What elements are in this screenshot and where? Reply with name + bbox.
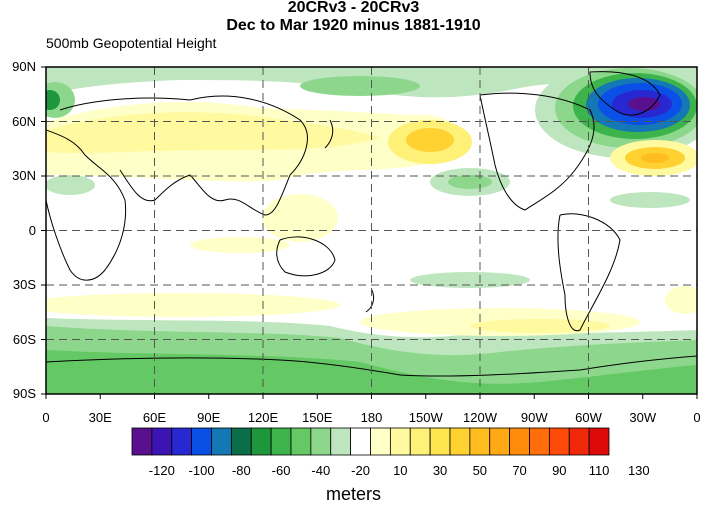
colorbar-swatch (191, 427, 212, 456)
nz-coast (365, 289, 375, 313)
lat-label: 60S (12, 331, 36, 347)
lat-label: 90N (12, 59, 36, 74)
indian-ocean-positive (190, 237, 290, 253)
lon-label: 0 (42, 410, 50, 425)
colorbar-swatch (310, 427, 332, 456)
colorbar-swatch (250, 427, 272, 456)
lat-label: 60N (12, 113, 36, 129)
colorbar-swatch (131, 427, 153, 456)
colorbar-label: -80 (231, 463, 251, 478)
south-pacific-negative (410, 272, 530, 288)
colorbar-swatch (370, 427, 391, 456)
north-pacific-high-core (406, 128, 454, 152)
lon-label: 90E (197, 410, 221, 425)
south-atlantic-positive (665, 286, 697, 314)
colorbar-swatch (548, 427, 570, 456)
colorbar-swatch (389, 427, 411, 456)
west-edge-negative-core (46, 90, 60, 110)
lon-label: 0 (693, 410, 701, 425)
lon-label: 60W (575, 410, 602, 425)
variable-title: 500mb Geopotential Height (46, 35, 217, 51)
japan-coast (324, 119, 334, 149)
colorbar-swatch (330, 427, 352, 456)
colorbar-swatch (409, 427, 431, 456)
australia-coast (276, 236, 336, 277)
lat-label: 0 (28, 222, 36, 238)
lon-label: 30W (629, 410, 657, 425)
colorbar-label: 50 (472, 463, 488, 478)
colorbar-swatch (489, 427, 511, 456)
africa-coast (46, 129, 127, 281)
atlantic-high-l3 (641, 153, 669, 163)
colorbar-label: -20 (351, 463, 370, 478)
eurasia-positive-belt-mid (46, 112, 380, 153)
colorbar-swatch (588, 427, 610, 456)
colorbar-swatch (270, 427, 292, 456)
colorbar-swatch (529, 427, 550, 456)
arctic-negative-core (300, 76, 420, 96)
sub-title: Dec to Mar 1920 minus 1881-1910 (226, 17, 481, 34)
maritime-positive (262, 194, 338, 242)
main-title: 20CRv3 - 20CRv3 (287, 0, 420, 16)
lon-label: 120E (247, 410, 279, 425)
coastlines (46, 71, 697, 377)
colorbar-swatch (211, 427, 232, 456)
lon-label: 120W (463, 410, 497, 425)
colorbar-label: 30 (432, 463, 448, 478)
colorbar-label: -40 (311, 463, 331, 478)
colorbar-swatch (151, 427, 173, 456)
south-pacific-positive-core (470, 319, 610, 333)
grid-lines (46, 67, 697, 394)
antarctica-coast (46, 355, 697, 377)
south-indian-positive (46, 293, 340, 317)
africa-negative (46, 175, 95, 195)
colorbar-swatch (449, 427, 471, 456)
colorbar-units: meters (325, 484, 381, 504)
lat-label: 90S (12, 386, 36, 401)
lon-label: 60E (142, 410, 167, 425)
colorbar-label: -100 (188, 463, 215, 478)
colorbar-label: 70 (512, 463, 527, 478)
lat-label: 30N (12, 168, 36, 183)
contour-fill-layer (46, 67, 697, 394)
lon-label: 150E (302, 410, 333, 425)
colorbar-label: 90 (552, 463, 567, 478)
colorbar-swatch (429, 427, 451, 456)
eurasia-coast (59, 95, 308, 216)
greenland-coast (589, 71, 661, 116)
colorbar-label: -120 (148, 463, 175, 478)
colorbar-swatch (350, 427, 371, 456)
colorbar (131, 427, 610, 456)
colorbar-swatch (171, 427, 193, 456)
pacific-sub-negative-core (448, 175, 492, 189)
lon-label: 180 (360, 410, 383, 425)
colorbar-swatch (568, 427, 590, 456)
colorbar-label: 10 (393, 463, 408, 478)
colorbar-swatch (230, 427, 252, 456)
lon-label: 30E (88, 410, 112, 425)
lat-label: 30S (12, 277, 36, 292)
colorbar-label: 110 (588, 463, 610, 478)
colorbar-label: 130 (627, 463, 650, 478)
south-america-coast (557, 213, 621, 332)
lon-label: 150W (408, 410, 443, 425)
axis-ticks (41, 66, 698, 399)
atlantic-tropical-negative (610, 192, 690, 208)
north-atlantic-low-l7 (628, 97, 660, 111)
colorbar-label: -60 (271, 463, 291, 478)
north-america-coast (479, 92, 595, 211)
colorbar-swatch (290, 427, 312, 456)
colorbar-swatch (509, 427, 530, 456)
lon-label: 90W (520, 410, 548, 425)
colorbar-swatch (469, 427, 491, 456)
